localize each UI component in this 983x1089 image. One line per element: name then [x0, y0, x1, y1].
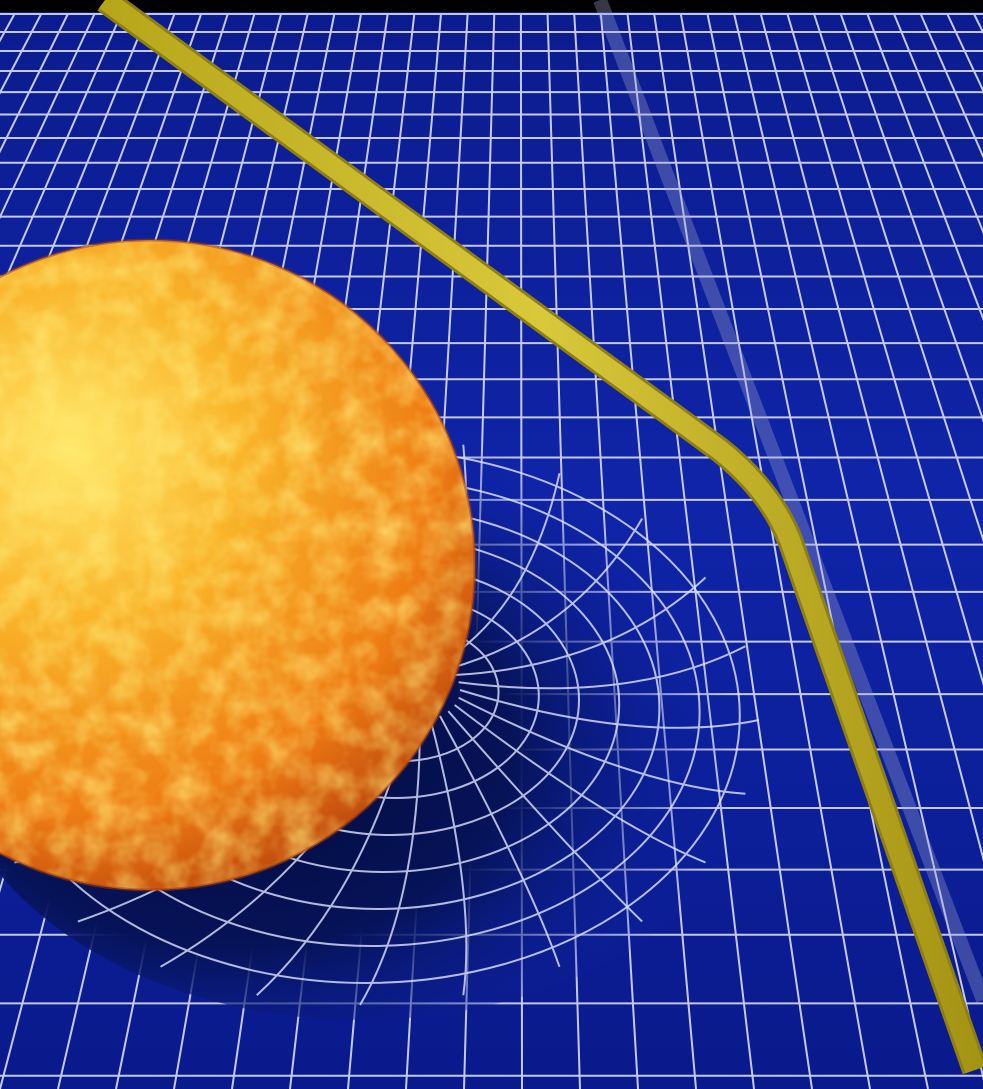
well-radial-line: [359, 719, 421, 1006]
well-radial-line: [458, 645, 746, 690]
straight-light-path-ghost: [593, 0, 983, 1003]
well-radial-line: [429, 718, 468, 996]
top-black-band: [0, 0, 983, 12]
well-radial-line: [454, 704, 706, 864]
grid-vertical-line: [0, 13, 176, 479]
grid-vertical-line: [813, 13, 983, 543]
grid-vertical-line: [733, 13, 983, 1081]
well-radial-line: [448, 517, 644, 670]
well-radial-line: [447, 710, 643, 923]
grid-vertical-line: [786, 13, 983, 686]
grid-vertical-line: [0, 13, 149, 380]
grid-vertical-line: [706, 13, 929, 1089]
grid-vertical-line: [839, 13, 983, 423]
grid-vertical-line: [893, 13, 983, 234]
grid-vertical-line: [679, 13, 871, 1089]
well-radial-line: [459, 689, 760, 729]
grid-vertical-line: [0, 13, 123, 295]
well-radial-line: [454, 576, 707, 676]
grid-vertical-line: [653, 13, 813, 1089]
grid-vertical-line: [0, 13, 96, 220]
well-radial-line: [439, 715, 561, 968]
grid-vertical-line: [866, 13, 983, 321]
bent-light-path-highlight: [99, 0, 983, 1074]
well-radial-line: [458, 696, 746, 795]
grid-vertical-line: [759, 13, 983, 862]
